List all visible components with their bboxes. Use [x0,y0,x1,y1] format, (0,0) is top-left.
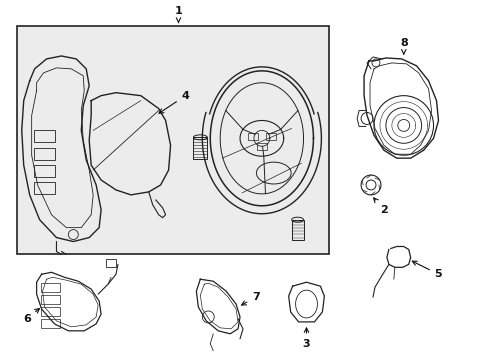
Bar [291,220,303,239]
Bar [247,133,257,140]
Text: 4: 4 [159,91,189,113]
Text: 8: 8 [399,38,407,54]
Text: 3: 3 [302,328,310,349]
Bar [106,260,116,267]
Bar [17,26,328,255]
Bar [34,182,55,194]
Bar [41,283,61,292]
Bar [34,130,55,142]
Bar [34,148,55,160]
Bar [265,133,275,140]
Bar [41,307,61,316]
Text: 5: 5 [411,261,442,279]
Bar [256,143,266,150]
Text: 7: 7 [241,292,259,305]
Text: 1: 1 [174,6,182,22]
Bar [41,319,61,328]
Bar [41,295,61,304]
Polygon shape [89,93,170,195]
Text: 6: 6 [23,309,40,324]
Text: 2: 2 [373,198,387,215]
Bar [34,165,55,177]
Bar [193,137,207,159]
